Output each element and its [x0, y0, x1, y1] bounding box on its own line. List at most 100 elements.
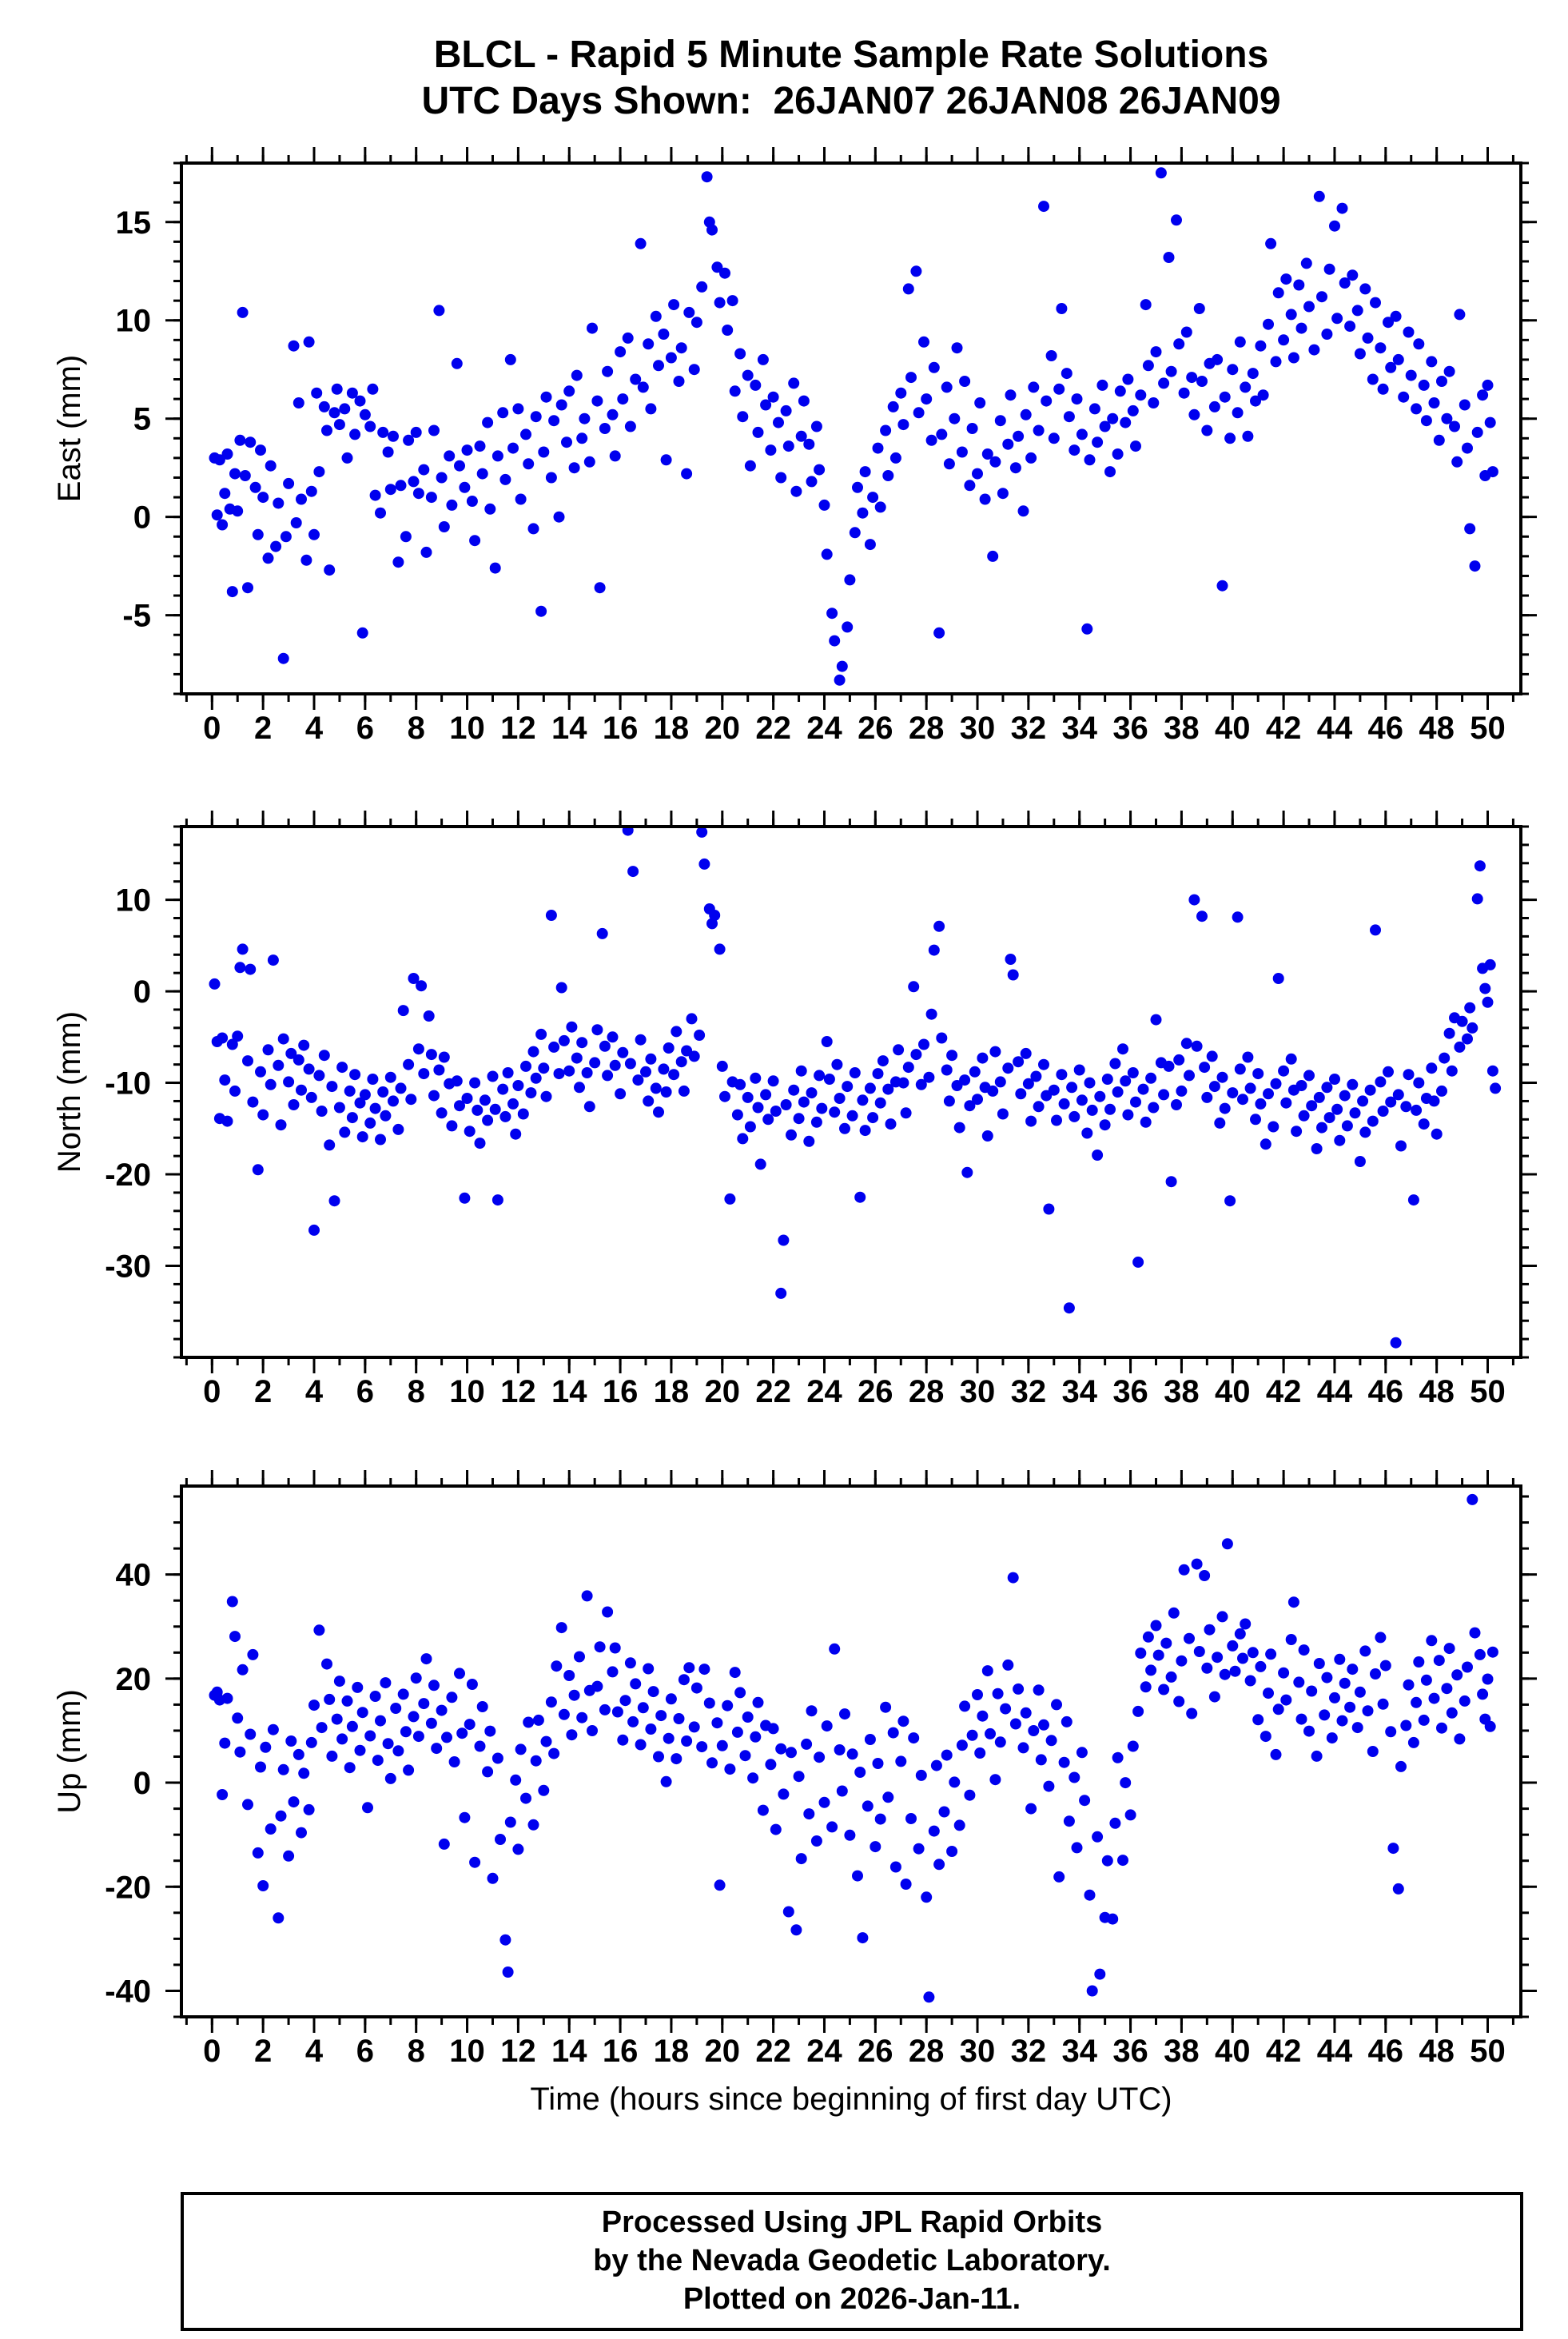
data-point: [591, 395, 603, 407]
data-point: [382, 446, 394, 458]
data-point: [512, 1843, 524, 1855]
data-point: [1392, 1089, 1404, 1101]
data-point: [859, 466, 871, 478]
x-tick-label: 42: [1266, 711, 1302, 746]
data-point: [821, 1720, 833, 1732]
data-point: [451, 357, 463, 369]
data-point: [1446, 1065, 1458, 1077]
data-point: [1084, 1889, 1096, 1901]
data-point: [1112, 1751, 1124, 1763]
x-tick-label: 28: [909, 711, 945, 746]
data-point: [852, 1870, 863, 1882]
data-point: [611, 1706, 623, 1718]
data-point: [1208, 1691, 1220, 1703]
data-point: [1099, 1119, 1111, 1131]
data-point: [211, 509, 223, 521]
data-point: [775, 1743, 787, 1755]
data-point: [1045, 1735, 1057, 1747]
data-point: [369, 1102, 381, 1114]
x-tick-label: 28: [909, 1374, 945, 1409]
data-point: [273, 1912, 285, 1924]
data-point: [1433, 1655, 1445, 1667]
data-point: [1086, 1104, 1098, 1116]
x-tick-label: 8: [408, 2034, 425, 2069]
data-point: [1433, 434, 1445, 446]
data-point: [1428, 1692, 1440, 1704]
data-point: [1347, 269, 1359, 281]
data-point: [558, 1708, 570, 1720]
data-point: [1428, 1095, 1440, 1107]
data-point: [341, 1695, 353, 1707]
data-point: [1061, 368, 1073, 380]
data-point: [849, 527, 861, 539]
data-point: [1094, 1968, 1106, 1980]
data-point: [441, 1731, 452, 1743]
x-tick-label: 14: [551, 1374, 587, 1409]
data-point: [653, 1106, 664, 1118]
data-point: [1201, 1091, 1213, 1103]
data-point: [252, 1164, 264, 1176]
data-point: [535, 605, 547, 617]
data-point: [690, 1682, 702, 1694]
data-point: [1377, 383, 1389, 395]
data-point: [267, 1723, 279, 1735]
data-point: [852, 481, 863, 493]
data-point: [829, 1106, 841, 1118]
data-point: [1367, 1746, 1379, 1757]
data-point: [280, 531, 292, 543]
data-point: [1132, 1705, 1144, 1717]
data-point: [1232, 407, 1244, 419]
data-point: [1069, 1110, 1080, 1122]
data-point: [864, 1734, 876, 1745]
data-point: [722, 325, 734, 336]
data-point: [237, 943, 249, 955]
data-point: [1025, 1115, 1037, 1127]
data-point: [836, 1785, 848, 1797]
data-point: [1086, 1985, 1098, 1997]
y-tick-label: 20: [116, 1662, 152, 1697]
data-point: [1058, 1098, 1070, 1110]
data-point: [1005, 389, 1017, 401]
data-point: [1229, 1665, 1241, 1677]
data-point: [1395, 1760, 1407, 1772]
data-point: [234, 434, 246, 446]
data-point: [209, 978, 221, 990]
data-point: [502, 1067, 514, 1078]
data-point: [392, 1123, 404, 1135]
data-point: [1186, 1707, 1198, 1719]
data-point: [354, 1744, 366, 1756]
data-point: [548, 415, 560, 427]
data-point: [591, 1680, 603, 1692]
data-point: [527, 1046, 539, 1058]
data-point: [339, 403, 351, 415]
data-point: [1339, 1090, 1351, 1102]
data-point: [213, 454, 225, 466]
data-point: [1038, 1058, 1049, 1070]
data-point: [446, 499, 458, 511]
data-point: [897, 1715, 909, 1727]
data-point: [1255, 1098, 1267, 1110]
data-point: [928, 361, 940, 373]
data-point: [410, 426, 422, 438]
data-point: [987, 1085, 999, 1097]
data-point: [872, 442, 884, 454]
data-point: [1469, 1627, 1481, 1639]
data-point: [795, 1853, 807, 1865]
data-point: [249, 481, 261, 493]
data-point: [767, 1075, 779, 1087]
data-point: [1234, 1628, 1246, 1640]
data-point: [1405, 369, 1417, 381]
data-point: [515, 1743, 527, 1755]
data-point: [1041, 395, 1053, 407]
data-point: [688, 1721, 700, 1733]
data-point: [953, 1819, 965, 1831]
x-tick-label: 24: [806, 2034, 842, 2069]
data-point: [403, 1058, 415, 1070]
east-axis-title: East (mm): [52, 355, 87, 502]
data-point: [607, 1666, 619, 1678]
data-point: [627, 866, 639, 878]
data-point: [1298, 1644, 1310, 1656]
data-point: [400, 1726, 412, 1738]
data-point: [665, 1693, 677, 1705]
data-point: [900, 1107, 912, 1119]
